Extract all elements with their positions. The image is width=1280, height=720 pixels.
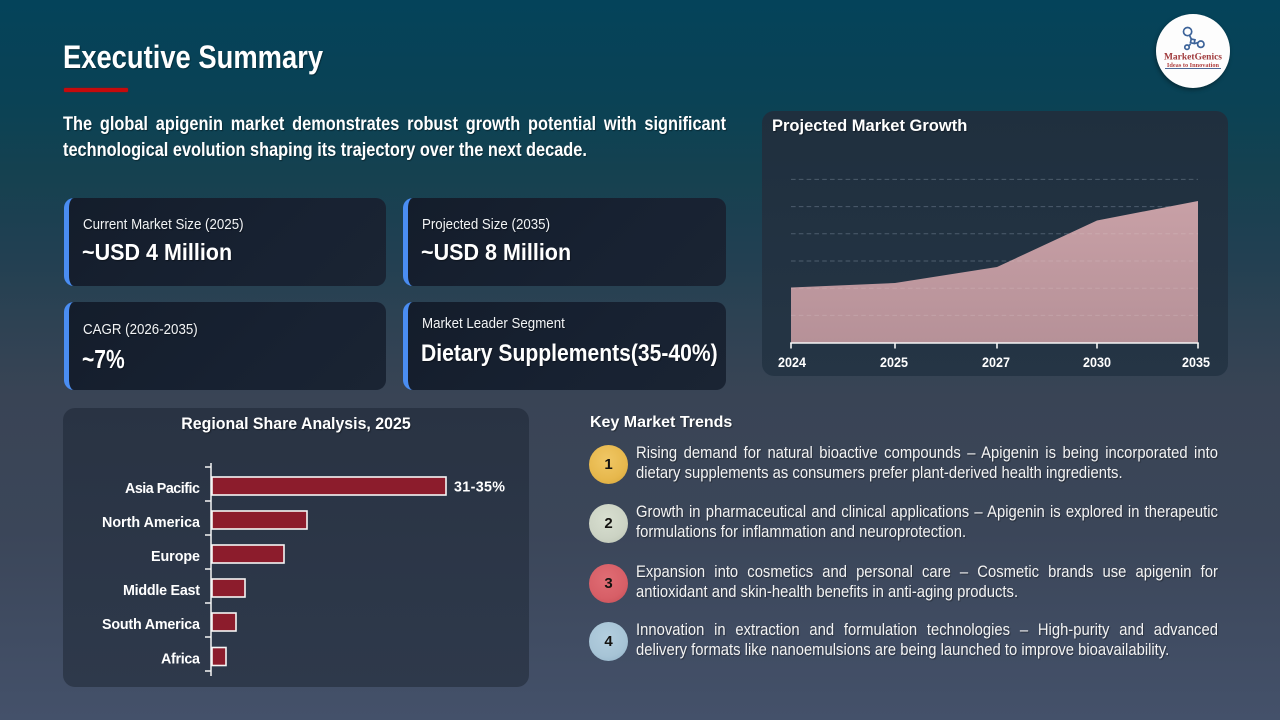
svg-text:North America: North America: [102, 515, 201, 531]
svg-text:2035: 2035: [1182, 355, 1210, 370]
svg-text:2025: 2025: [880, 355, 908, 370]
svg-text:Europe: Europe: [151, 549, 200, 565]
svg-text:2027: 2027: [982, 355, 1010, 370]
svg-text:Ideas to Innovation: Ideas to Innovation: [1167, 62, 1220, 69]
svg-text:Asia Pacific: Asia Pacific: [125, 481, 200, 497]
svg-text:2024: 2024: [778, 355, 806, 370]
svg-text:2030: 2030: [1083, 355, 1111, 370]
svg-text:31-35%: 31-35%: [454, 480, 505, 496]
svg-text:Middle East: Middle East: [123, 583, 200, 599]
svg-text:MarketGenics: MarketGenics: [1164, 53, 1222, 63]
svg-text:Africa: Africa: [161, 651, 201, 667]
svg-text:South America: South America: [102, 617, 201, 633]
